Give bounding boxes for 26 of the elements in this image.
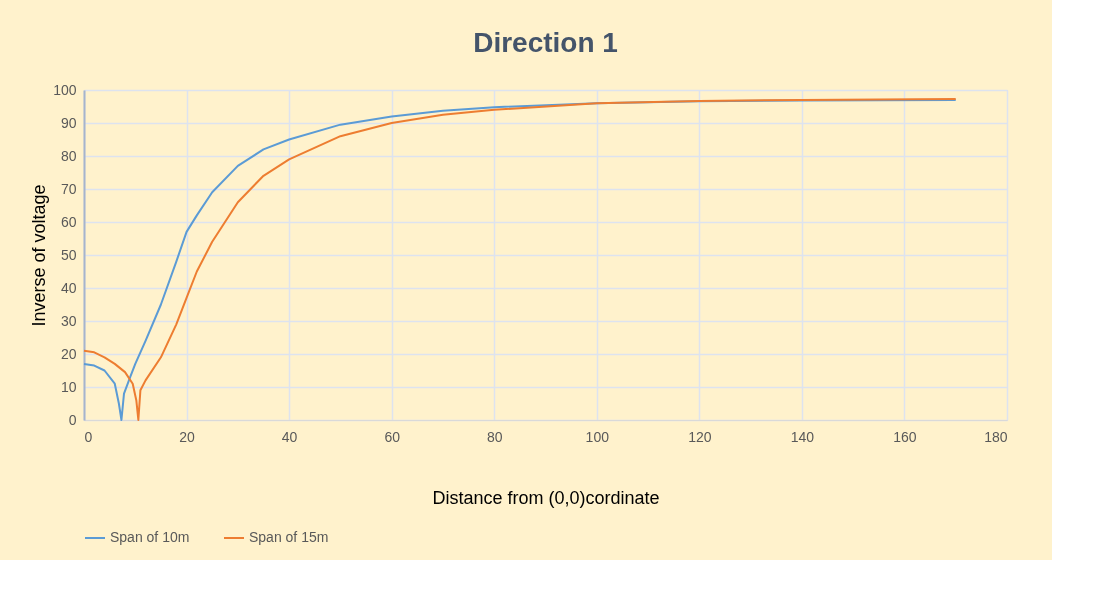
y-tick-label: 90: [60, 114, 77, 131]
y-tick-label: 60: [60, 213, 77, 230]
y-axis-title: Inverse of voltage: [29, 184, 50, 327]
y-tick-label: 0: [68, 411, 77, 428]
legend-label: Span of 10m: [110, 529, 190, 545]
y-tick-label: 50: [60, 246, 77, 263]
x-tick-label: 120: [688, 428, 712, 445]
legend-label: Span of 15m: [249, 529, 329, 545]
x-tick-label: 0: [84, 428, 93, 445]
x-tick-label: 160: [893, 428, 917, 445]
y-tick-label: 70: [60, 180, 77, 197]
y-tick-label: 40: [60, 279, 77, 296]
x-tick-label: 60: [384, 428, 401, 445]
x-tick-label: 100: [585, 428, 610, 445]
y-tick-label: 100: [53, 81, 77, 98]
x-tick-label: 140: [790, 428, 815, 445]
y-tick-label: 80: [60, 147, 77, 164]
x-tick-label: 80: [486, 428, 503, 445]
x-tick-label: 180: [984, 428, 1008, 445]
x-axis-title: Distance from (0,0)cordinate: [432, 487, 660, 508]
chart-title: Direction 1: [473, 27, 618, 58]
y-tick-label: 10: [60, 378, 77, 395]
y-tick-label: 30: [60, 312, 77, 329]
x-tick-label: 20: [179, 428, 196, 445]
x-tick-label: 40: [281, 428, 298, 445]
y-tick-label: 20: [60, 345, 77, 362]
